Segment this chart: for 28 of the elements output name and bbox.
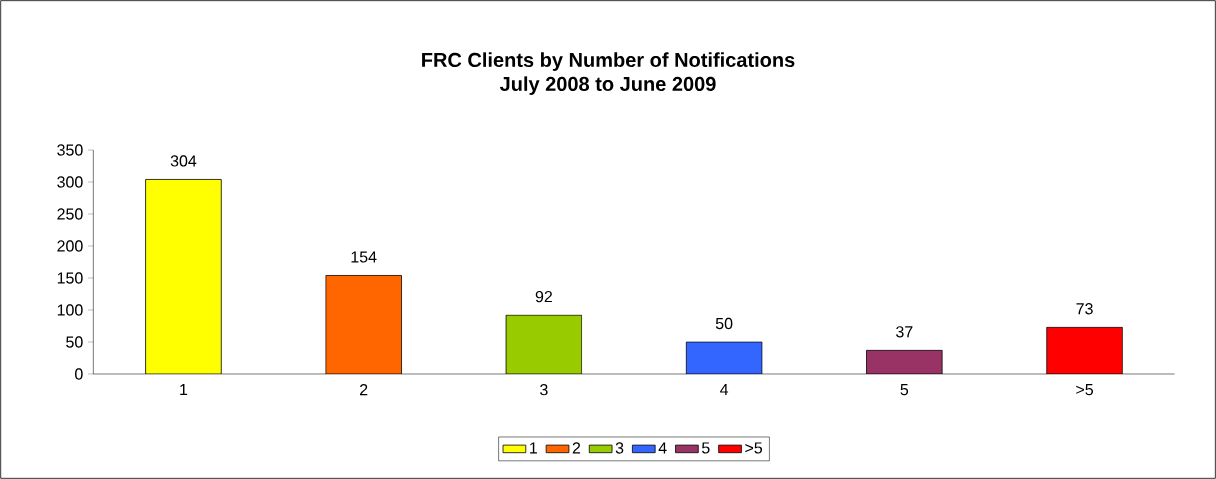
data-label: 154	[351, 251, 377, 263]
x-tick-label: >5	[1076, 384, 1093, 396]
legend-label: 3	[615, 442, 624, 454]
legend-label: 1	[530, 442, 537, 454]
legend-label: 4	[658, 442, 667, 454]
chart-title: FRC Clients by Number of Notifications	[422, 52, 795, 71]
x-tick-label: 5	[900, 384, 909, 396]
y-tick-label: 250	[57, 208, 83, 220]
y-tick-label: 150	[57, 272, 83, 284]
chart-subtitle: July 2008 to June 2009	[499, 76, 716, 95]
x-tick-label: 4	[720, 384, 729, 396]
x-tick-label: 3	[540, 384, 548, 396]
y-tick-label: 100	[57, 304, 83, 316]
data-label: 73	[1076, 303, 1093, 315]
legend-label: 2	[572, 442, 581, 454]
data-label: 92	[535, 290, 552, 303]
y-tick-label: 50	[66, 336, 83, 348]
data-label: 304	[170, 155, 197, 167]
y-tick-label: 0	[75, 368, 83, 380]
x-tick-label: 1	[180, 384, 188, 396]
x-tick-label: 2	[360, 384, 368, 396]
legend-label: >5	[745, 442, 763, 454]
legend-label: 5	[702, 442, 710, 454]
y-tick-label: 350	[57, 144, 83, 156]
data-label: 37	[896, 326, 913, 338]
y-tick-label: 300	[57, 176, 83, 188]
data-label: 50	[715, 317, 733, 330]
y-tick-label: 200	[57, 240, 83, 252]
